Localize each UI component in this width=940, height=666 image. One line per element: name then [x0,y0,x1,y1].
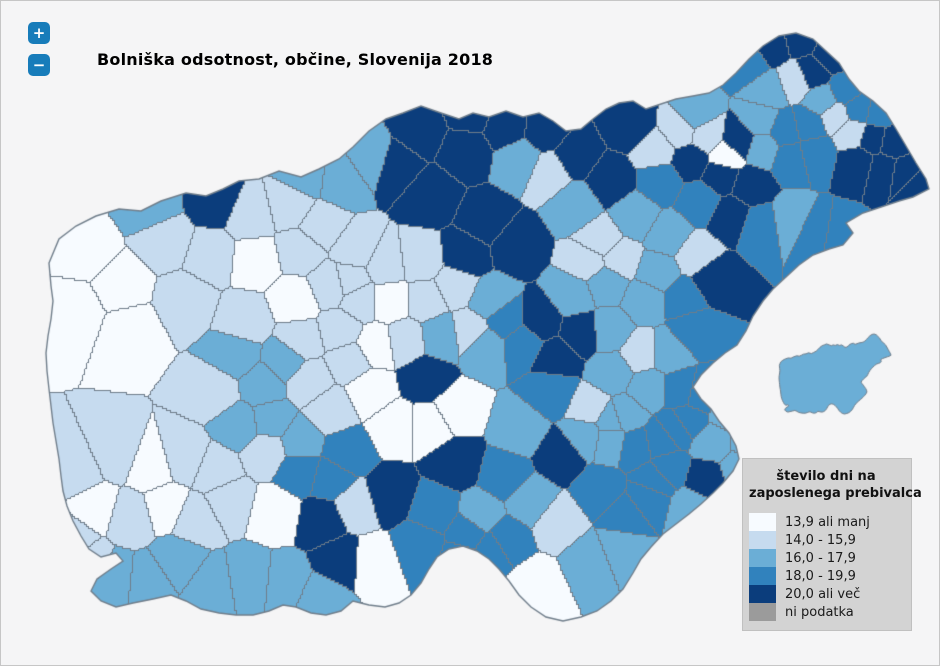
legend-swatch [749,531,776,549]
legend-classes: 13,9 ali manj 14,0 - 15,9 16,0 - 17,9 18,0 … [749,513,903,621]
legend-swatch [749,567,776,585]
legend-class-label: 18,0 - 19,9 [785,568,856,584]
legend-class-row: 13,9 ali manj [749,513,903,531]
legend-class-label: 13,9 ali manj [785,514,870,530]
legend-class-row: 16,0 - 17,9 [749,549,903,567]
legend-class-row: 20,0 ali več [749,585,903,603]
legend-class-row: 14,0 - 15,9 [749,531,903,549]
page-title: Bolniška odsotnost, občine, Slovenija 20… [97,50,494,69]
legend-swatch [749,585,776,603]
legend-class-row: ni podatka [749,603,903,621]
legend-class-row: 18,0 - 19,9 [749,567,903,585]
legend-class-label: 16,0 - 17,9 [785,550,856,566]
zoom-out-button[interactable]: − [28,54,50,76]
legend-class-label: ni podatka [785,604,854,620]
map-legend: število dni na zaposlenega prebivalca 13… [742,458,922,631]
zoom-in-button[interactable]: + [28,22,50,44]
legend-class-label: 20,0 ali več [785,586,861,602]
legend-title-line2: zaposlenega prebivalca [749,486,922,501]
legend-swatch [749,549,776,567]
legend-swatch [749,513,776,531]
legend-title-line1: število dni na [776,469,876,484]
legend-title: število dni na zaposlenega prebivalca [749,468,922,502]
legend-swatch [749,603,776,621]
legend-class-label: 14,0 - 15,9 [785,532,856,548]
